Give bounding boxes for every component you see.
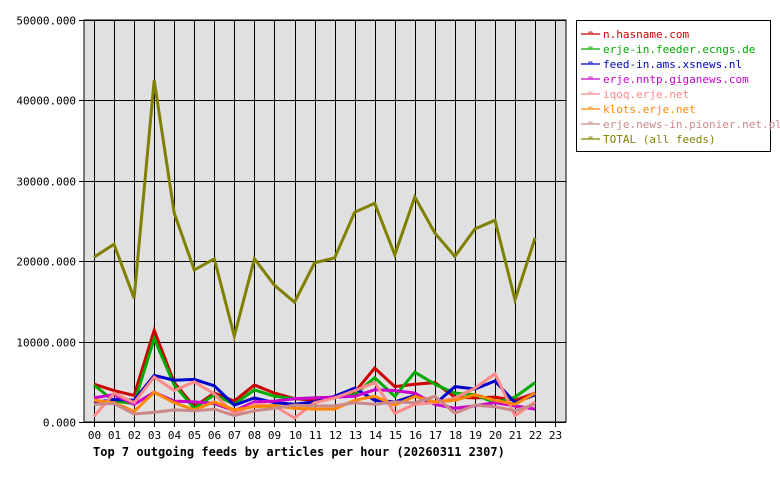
series-lines bbox=[92, 80, 537, 420]
y-tick-label: 50000.000 bbox=[16, 15, 76, 28]
x-tick-label: 00 bbox=[88, 429, 101, 442]
legend-item: iqoq.erje.net bbox=[581, 88, 689, 101]
legend-label: TOTAL (all feeds) bbox=[603, 133, 716, 146]
legend-label: n.hasname.com bbox=[603, 28, 689, 41]
legend-marker-icon bbox=[588, 31, 593, 35]
y-axis: 0.000 10000.000 20000.000 30000.000 40000.00… bbox=[16, 15, 84, 430]
x-tick-label: 22 bbox=[529, 429, 542, 442]
x-tick-label: 18 bbox=[449, 429, 462, 442]
x-tick-label: 13 bbox=[349, 429, 362, 442]
legend-marker-icon bbox=[588, 46, 593, 50]
x-tick-label: 02 bbox=[128, 429, 141, 442]
legend-item: erje.nntp.giganews.com bbox=[581, 73, 749, 86]
x-tick-label: 21 bbox=[509, 429, 522, 442]
series-line-total-all-feeds- bbox=[93, 80, 537, 342]
legend-item: feed-in.ams.xsnews.nl bbox=[581, 58, 742, 71]
x-tick-label: 14 bbox=[369, 429, 383, 442]
legend-item: erje.news-in.pionier.net.pl bbox=[581, 118, 780, 131]
legend-box bbox=[576, 20, 771, 152]
x-tick-label: 09 bbox=[268, 429, 281, 442]
legend-item: klots.erje.net bbox=[581, 103, 696, 116]
legend-marker-icon bbox=[588, 76, 593, 80]
legend-item: n.hasname.com bbox=[581, 28, 689, 41]
x-tick-label: 23 bbox=[549, 429, 562, 442]
legend-label: erje.nntp.giganews.com bbox=[603, 73, 749, 86]
y-tick-label: 30000.000 bbox=[16, 176, 76, 189]
legend-marker-icon bbox=[588, 136, 593, 140]
y-tick-label: 0.000 bbox=[43, 417, 76, 430]
x-tick-label: 10 bbox=[289, 429, 302, 442]
series-line-erje-news-in-pionier-net-pl bbox=[93, 394, 536, 418]
legend-label: klots.erje.net bbox=[603, 103, 696, 116]
legend-label: erje.news-in.pionier.net.pl bbox=[603, 118, 780, 131]
x-tick-label: 16 bbox=[409, 429, 422, 442]
legend-label: iqoq.erje.net bbox=[603, 88, 689, 101]
x-tick-label: 03 bbox=[148, 429, 161, 442]
legend: n.hasname.com erje-in.feeder.ecngs.de feed… bbox=[576, 20, 780, 152]
x-tick-label: 07 bbox=[228, 429, 241, 442]
x-tick-label: 05 bbox=[188, 429, 201, 442]
x-tick-label: 01 bbox=[108, 429, 121, 442]
series-line-klots-erje-net bbox=[93, 390, 536, 414]
x-tick-label: 15 bbox=[389, 429, 402, 442]
legend-marker-icon bbox=[588, 91, 593, 95]
legend-label: feed-in.ams.xsnews.nl bbox=[603, 58, 742, 71]
x-tick-label: 12 bbox=[329, 429, 342, 442]
x-tick-label: 04 bbox=[168, 429, 182, 442]
legend-item: erje-in.feeder.ecngs.de bbox=[581, 43, 755, 56]
x-tick-label: 20 bbox=[489, 429, 502, 442]
x-tick-label: 08 bbox=[248, 429, 261, 442]
legend-label: erje-in.feeder.ecngs.de bbox=[603, 43, 755, 56]
x-tick-label: 11 bbox=[309, 429, 322, 442]
legend-item: TOTAL (all feeds) bbox=[581, 133, 716, 146]
legend-marker-icon bbox=[588, 106, 593, 110]
y-tick-label: 10000.000 bbox=[16, 337, 76, 350]
x-tick-label: 19 bbox=[469, 429, 482, 442]
legend-marker-icon bbox=[588, 61, 593, 65]
legend-marker-icon bbox=[588, 121, 593, 125]
chart-title: Top 7 outgoing feeds by articles per hou… bbox=[93, 445, 505, 459]
x-tick-label: 06 bbox=[208, 429, 221, 442]
x-tick-label: 17 bbox=[429, 429, 442, 442]
y-tick-label: 40000.000 bbox=[16, 95, 76, 108]
series-line-iqoq-erje-net bbox=[92, 371, 536, 420]
x-axis: 00 01 02 03 04 05 06 07 08 09 10 11 12 13 14 15 16 17 18 19… bbox=[88, 429, 562, 442]
y-tick-label: 20000.000 bbox=[16, 256, 76, 269]
